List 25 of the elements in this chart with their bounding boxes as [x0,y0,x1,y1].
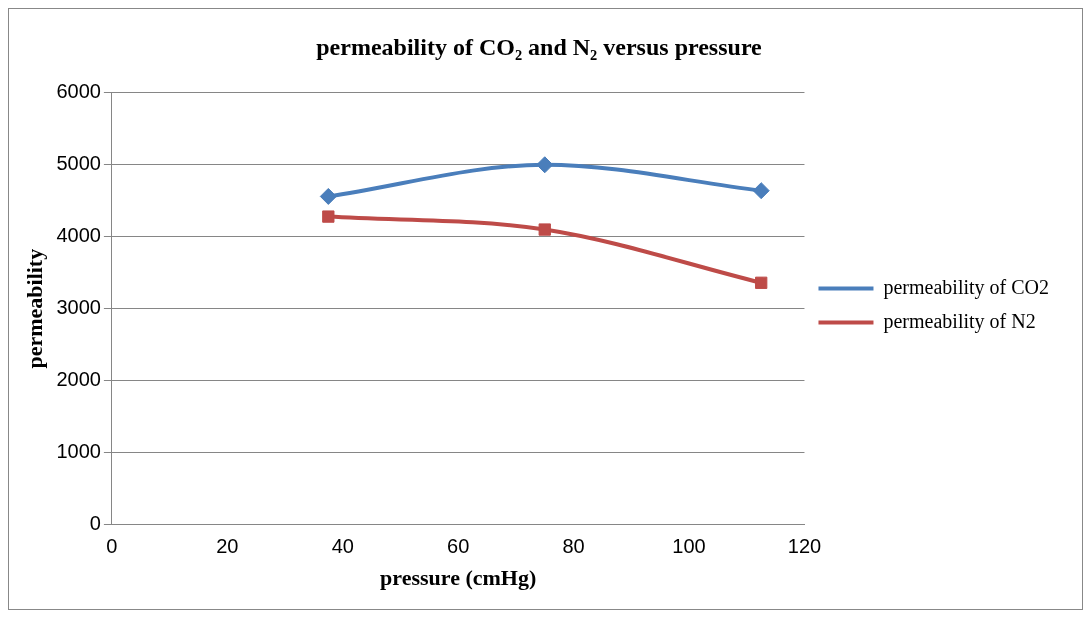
point [322,210,335,223]
x-tick-label: 0 [106,535,118,558]
legend-label: permeability of N2 [883,309,1036,333]
y-tick-label: 3000 [56,296,101,319]
chart-title: permeability of CO₂ and N₂ versus pressure [316,33,763,60]
x-tick-label: 120 [787,535,822,558]
x-tick-label: 80 [562,535,585,558]
point [755,276,768,289]
x-tick-label: 20 [216,535,239,558]
y-tick-label: 5000 [56,152,101,175]
y-tick-label: 0 [89,512,101,535]
x-axis-title: pressure (cmHg) [380,565,537,591]
y-axis-title: permeability [21,248,47,369]
x-tick-label: 60 [447,535,470,558]
point [538,223,551,236]
y-tick-label: 6000 [56,80,101,103]
y-tick-label: 2000 [56,368,101,391]
x-tick-label: 100 [672,535,706,558]
y-tick-label: 1000 [56,440,101,463]
x-tick-label: 40 [331,535,354,558]
legend-label: permeability of CO2 [883,275,1050,299]
point [752,182,770,200]
y-tick-label: 4000 [56,224,101,247]
point [536,156,554,174]
point [319,187,337,205]
